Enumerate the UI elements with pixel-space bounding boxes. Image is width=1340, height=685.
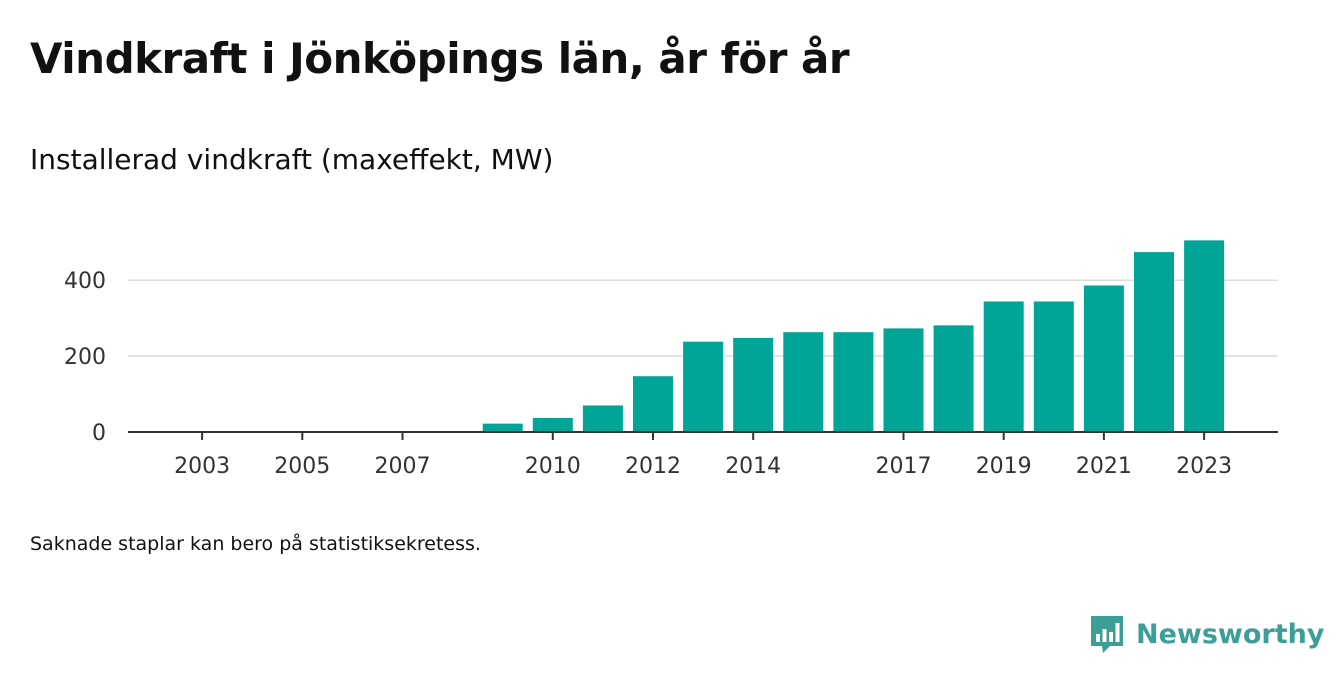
- bar-chart: 0 200 400 2003 2005 2007 2010 2012 2014 2017 2019 2…: [64, 240, 1278, 479]
- bar-2011: [582, 405, 623, 432]
- bar-2021: [1083, 285, 1124, 432]
- x-tick-label-2012: 2012: [625, 454, 681, 479]
- bar-2009: [482, 423, 523, 432]
- x-tick-label-2017: 2017: [876, 454, 932, 479]
- bar-2015: [783, 332, 824, 432]
- x-tick-label-2019: 2019: [976, 454, 1032, 479]
- bar-2017: [883, 328, 924, 432]
- x-tick-label-2014: 2014: [725, 454, 781, 479]
- chart-subtitle: Installerad vindkraft (maxeffekt, MW): [30, 143, 554, 176]
- chart-title: Vindkraft i Jönköpings län, år för år: [30, 34, 850, 83]
- bar-2022: [1134, 252, 1174, 432]
- bar-2020: [1033, 301, 1074, 432]
- bar-2014: [733, 337, 774, 432]
- bar-2023: [1184, 240, 1225, 432]
- x-tick-label-2010: 2010: [525, 454, 581, 479]
- y-tick-label-400: 400: [64, 269, 106, 294]
- bar-2010: [532, 417, 573, 432]
- x-tick-label-2007: 2007: [375, 454, 431, 479]
- bar-2013: [683, 341, 724, 432]
- y-tick-label-200: 200: [64, 345, 106, 370]
- x-tick-label-2003: 2003: [174, 454, 230, 479]
- x-tick-label-2023: 2023: [1176, 454, 1232, 479]
- bar-2019: [983, 301, 1024, 432]
- newsworthy-logo-icon: [1091, 616, 1123, 653]
- x-tick-label-2005: 2005: [274, 454, 330, 479]
- bar-2012: [633, 376, 673, 432]
- brand-name: Newsworthy: [1136, 618, 1325, 650]
- y-tick-label-0: 0: [92, 421, 106, 446]
- x-tick-label-2021: 2021: [1076, 454, 1132, 479]
- brand-logo: Newsworthy: [1088, 610, 1324, 658]
- bar-2018: [933, 325, 974, 432]
- bar-2016: [833, 332, 874, 432]
- footnote: Saknade staplar kan bero på statistiksek…: [30, 533, 481, 555]
